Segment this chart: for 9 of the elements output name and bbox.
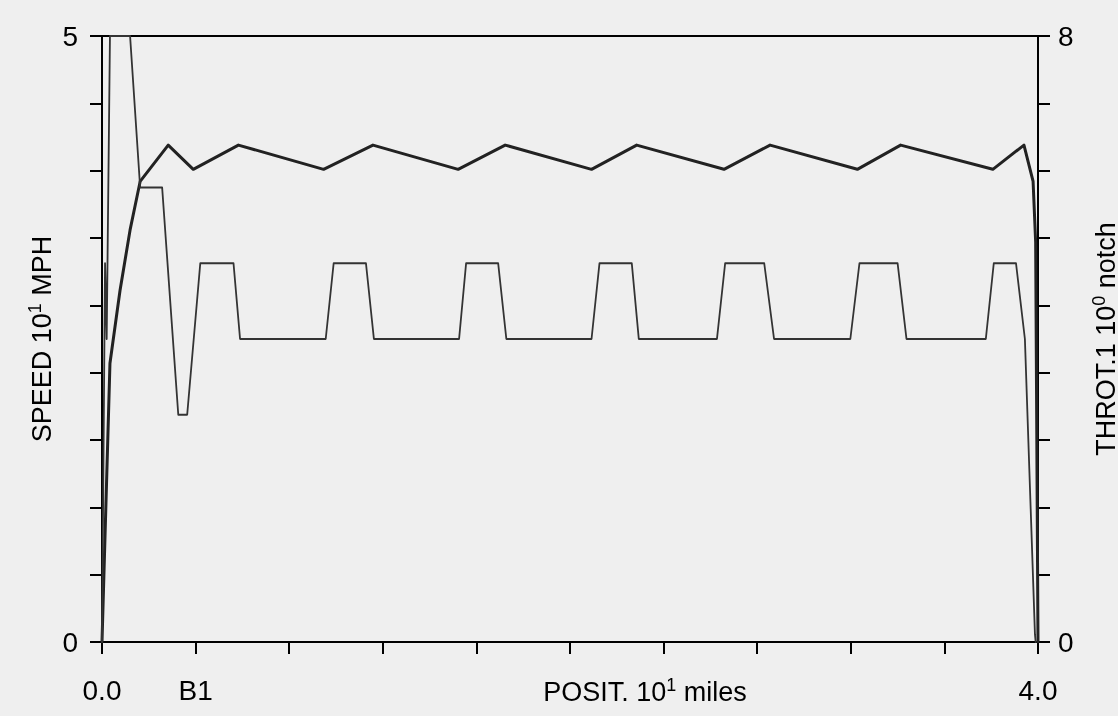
y2-tick-label: 0: [1058, 626, 1074, 658]
line-series: [100, 143, 1040, 644]
x-tick-label: 0.0: [82, 674, 122, 706]
y-tick-label: 5: [62, 20, 78, 52]
y2-tick-label: 8: [1058, 20, 1074, 52]
y2-axis-title: THROT.1 100 notch: [1089, 222, 1118, 456]
x-tick-label: B1: [178, 674, 213, 706]
x-tick-label: 4.0: [1018, 674, 1058, 706]
y-axis-title: SPEED 101 MPH: [25, 235, 57, 443]
